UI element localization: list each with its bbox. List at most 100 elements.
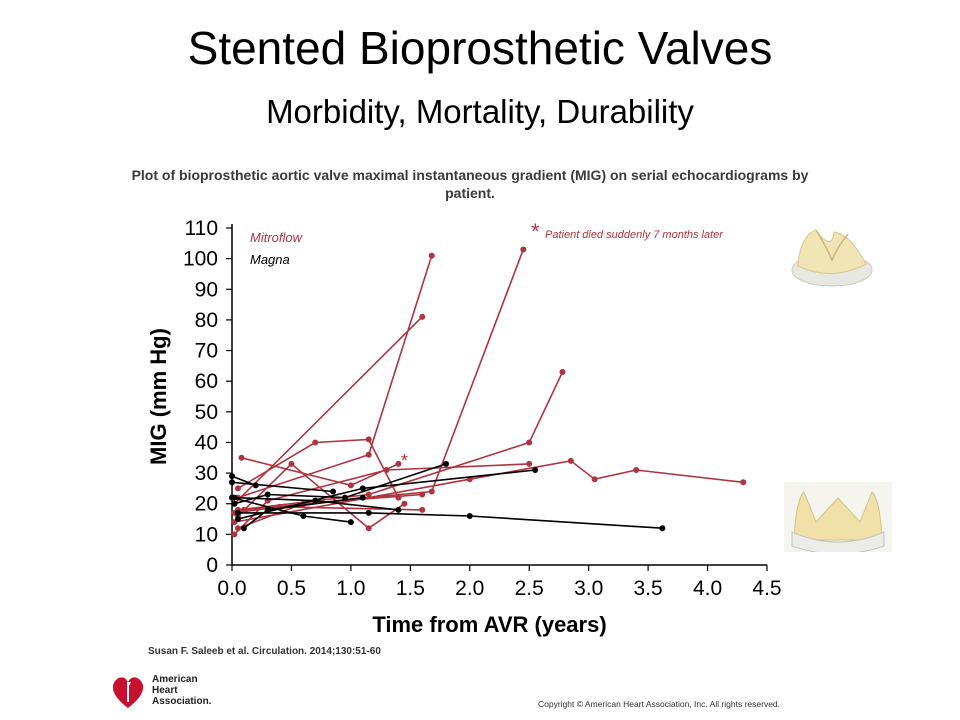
y-tick-label: 100 (183, 248, 218, 271)
x-tick-label: 0.0 (217, 577, 246, 600)
data-point (252, 482, 259, 489)
data-point (401, 500, 408, 507)
chart-axes (226, 224, 768, 571)
y-tick-label: 70 (195, 340, 218, 363)
data-point (300, 512, 307, 519)
citation: Susan F. Saleeb et al. Circulation. 2014… (148, 646, 381, 657)
mitroflow-valve-image (791, 229, 873, 287)
series-magna (229, 479, 337, 495)
series-magna (229, 473, 259, 489)
data-point (264, 491, 271, 498)
data-point (520, 246, 527, 253)
data-point (330, 488, 337, 495)
x-tick-label: 3.0 (574, 577, 603, 600)
data-point (532, 467, 539, 474)
data-point (231, 500, 238, 507)
data-point (419, 506, 426, 513)
data-point (231, 531, 238, 538)
data-point (383, 467, 390, 474)
data-point (229, 473, 235, 480)
data-point (234, 485, 241, 492)
series-line (234, 463, 447, 505)
data-point (365, 509, 372, 516)
data-point (466, 512, 473, 519)
data-point (419, 491, 426, 498)
series-mitroflow (231, 457, 747, 526)
data-point (312, 439, 319, 446)
data-point (231, 494, 238, 501)
legend-entry: Magna (250, 252, 290, 267)
data-point (359, 485, 366, 492)
series-line (237, 371, 564, 511)
x-tick-label: 3.5 (634, 577, 663, 600)
x-tick-label: 1.0 (336, 577, 365, 600)
data-point (264, 506, 271, 513)
slide-subtitle: Morbidity, Mortality, Durability (266, 93, 694, 130)
series-line (233, 463, 530, 535)
data-point (428, 488, 435, 495)
y-tick-label: 30 (195, 462, 218, 485)
series-line (233, 316, 423, 505)
series-line (237, 438, 400, 498)
data-point (443, 460, 449, 467)
series-magna (231, 460, 449, 507)
data-point (633, 467, 640, 474)
series-mitroflow (240, 246, 527, 513)
y-tick-label: 40 (195, 431, 218, 454)
data-point (347, 519, 354, 526)
series-mitroflow (238, 454, 402, 489)
series-layer (229, 246, 747, 538)
y-tick-label: 90 (195, 278, 218, 301)
x-axis-label: Time from AVR (years) (372, 612, 606, 637)
data-point (359, 494, 366, 501)
x-tick-label: 2.5 (515, 577, 544, 600)
x-tick-label: 0.5 (277, 577, 306, 600)
copyright-notice: Copyright © American Heart Association, … (538, 699, 781, 709)
y-tick-label: 10 (195, 523, 218, 546)
legend-entry: Mitroflow (250, 230, 304, 245)
data-point (365, 436, 372, 443)
y-tick-label: 60 (195, 370, 218, 393)
y-tick-label: 0 (206, 554, 218, 577)
series-magna (234, 509, 666, 532)
data-point (365, 451, 372, 458)
data-point (234, 525, 241, 532)
data-point (395, 506, 402, 513)
data-point (428, 252, 435, 259)
x-tick-label: 4.0 (693, 577, 722, 600)
y-tick-label: 50 (195, 401, 218, 424)
data-point (567, 457, 574, 464)
x-tick-label: 2.0 (455, 577, 484, 600)
data-point (234, 509, 241, 516)
data-point (526, 460, 533, 467)
data-point (419, 313, 426, 320)
data-point (288, 460, 295, 467)
data-point (365, 525, 372, 532)
data-point (347, 482, 354, 489)
series-line (234, 459, 744, 523)
data-point (740, 479, 747, 486)
data-point (234, 516, 241, 523)
y-tick-label: 110 (185, 217, 218, 240)
data-point (240, 525, 247, 532)
chart-labels: 0.0 0.5 1.0 1.5 2.0 2.5 3.0 3.5 4.0 4.5 0 10 20 30 40 5… (146, 217, 782, 637)
data-point (591, 476, 598, 483)
series-line (231, 475, 257, 487)
data-point (659, 525, 666, 532)
annotation-marker-point: * (401, 451, 408, 471)
data-point (559, 368, 566, 375)
annotation-marker: * (531, 219, 540, 244)
series-line (237, 512, 663, 529)
series-line (231, 481, 334, 493)
y-tick-label: 80 (195, 309, 218, 332)
aha-logo (112, 677, 144, 708)
annotation-text: Patient died suddenly 7 months later (545, 229, 724, 241)
data-point (526, 439, 533, 446)
data-point (312, 497, 319, 504)
series-mitroflow (231, 313, 426, 507)
data-point (365, 491, 372, 498)
x-tick-label: 1.5 (396, 577, 425, 600)
aha-logo-text: American Heart Association. (152, 674, 212, 707)
slide-title: Stented Bioprosthetic Valves (187, 22, 773, 74)
